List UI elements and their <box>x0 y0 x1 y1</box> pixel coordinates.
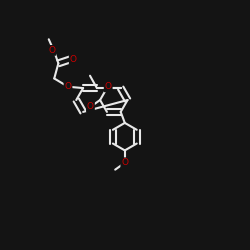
Text: O: O <box>121 158 128 167</box>
Text: O: O <box>105 82 112 91</box>
Text: O: O <box>48 46 55 55</box>
Text: O: O <box>70 55 77 64</box>
Text: O: O <box>64 82 71 91</box>
Text: O: O <box>87 102 94 112</box>
